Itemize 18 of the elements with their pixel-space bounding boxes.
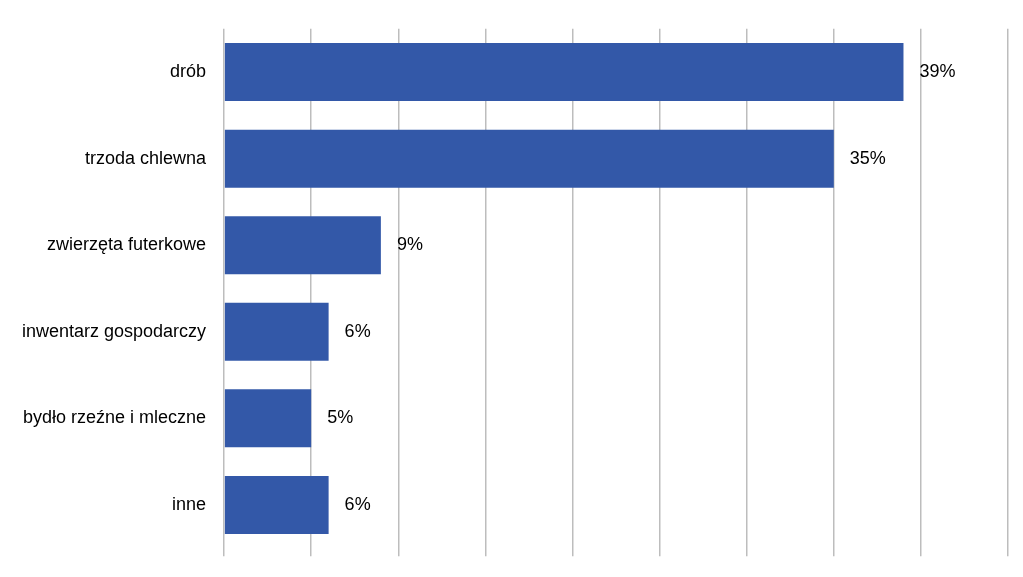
bar bbox=[224, 302, 329, 361]
y-tick-label: inwentarz gospodarczy bbox=[21, 320, 207, 341]
y-tick-label: inne bbox=[172, 493, 207, 514]
bar bbox=[224, 129, 834, 188]
data-label: 6% bbox=[344, 493, 371, 514]
bar bbox=[224, 216, 381, 275]
bar bbox=[224, 389, 312, 448]
data-label: 35% bbox=[849, 147, 886, 168]
y-tick-label: trzoda chlewna bbox=[85, 147, 208, 168]
y-tick-label: zwierzęta futerkowe bbox=[47, 234, 207, 255]
bar bbox=[224, 475, 329, 534]
data-label: 6% bbox=[344, 320, 371, 341]
y-tick-label: drób bbox=[170, 61, 207, 82]
data-label: 5% bbox=[327, 407, 354, 428]
bar bbox=[224, 43, 904, 102]
y-tick-label: bydło rzeźne i mleczne bbox=[23, 407, 207, 428]
data-label: 9% bbox=[396, 234, 423, 255]
data-label: 39% bbox=[919, 61, 956, 82]
